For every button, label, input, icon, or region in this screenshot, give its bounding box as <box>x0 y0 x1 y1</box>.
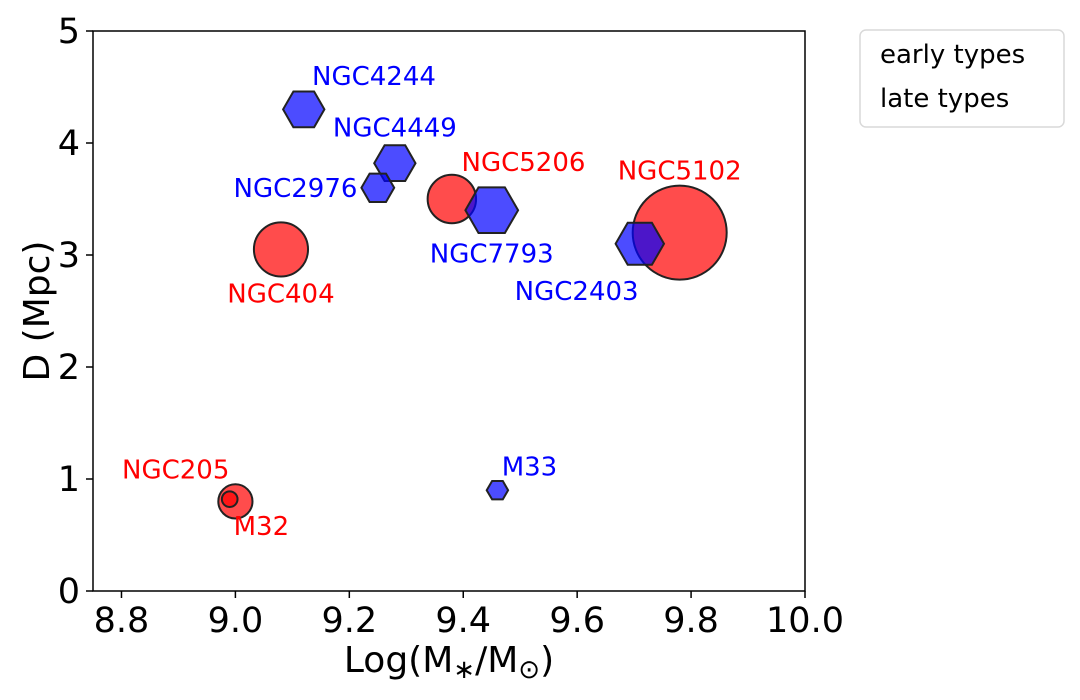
y-tick-label: 2 <box>58 348 80 388</box>
point-label-ngc205: NGC205 <box>122 455 229 485</box>
markers-layer <box>217 90 728 520</box>
data-point-m33 <box>485 480 510 501</box>
data-point-ngc2403 <box>614 221 666 266</box>
legend-box <box>859 29 1065 128</box>
y-axis-label: D (Mpc) <box>17 241 58 382</box>
x-tick-label: 9.2 <box>321 601 377 641</box>
x-tick-label: 9.0 <box>208 601 264 641</box>
data-point-ngc7793 <box>464 186 520 234</box>
point-label-m33: M33 <box>502 453 558 483</box>
data-point-ngc404 <box>252 221 310 278</box>
point-label-ngc2976: NGC2976 <box>234 174 358 204</box>
data-point-m32 <box>220 490 239 508</box>
point-label-ngc5206: NGC5206 <box>462 148 586 178</box>
y-tick-label: 4 <box>58 124 80 164</box>
x-tick-label: 9.8 <box>663 601 719 641</box>
point-label-ngc2403: NGC2403 <box>515 277 639 307</box>
point-label-ngc7793: NGC7793 <box>430 240 554 270</box>
x-tick-label: 8.8 <box>94 601 150 641</box>
point-label-ngc4244: NGC4244 <box>312 62 436 92</box>
data-point-ngc2976 <box>360 172 396 203</box>
legend-entry-early: early types <box>880 40 1025 70</box>
legend-entry-late: late types <box>880 84 1009 114</box>
y-tick-label: 0 <box>58 572 80 612</box>
legend: early types late types <box>859 29 1065 128</box>
x-axis-label: Log(M∗/M⊙) <box>344 640 554 685</box>
data-point-ngc4449 <box>373 144 417 182</box>
plot-frame <box>92 30 806 592</box>
y-tick-label: 5 <box>58 12 80 52</box>
y-axis: 0 1 2 3 4 5 <box>58 12 93 612</box>
data-point-ngc4244 <box>281 90 326 129</box>
point-labels-layer: NGC4244 NGC4449 NGC2976 NGC5206 NGC5102 NGC77… <box>122 62 742 542</box>
y-tick-label: 1 <box>58 460 80 500</box>
x-tick-label: 9.6 <box>549 601 605 641</box>
point-label-m32: M32 <box>234 512 290 542</box>
x-tick-label: 10.0 <box>766 601 844 641</box>
point-label-ngc5102: NGC5102 <box>618 157 742 187</box>
x-axis: 8.8 9.0 9.2 9.4 9.6 9.8 10.0 <box>94 591 844 641</box>
x-tick-label: 9.4 <box>435 601 491 641</box>
point-label-ngc404: NGC404 <box>227 279 334 309</box>
plot-area <box>93 31 805 591</box>
y-tick-label: 3 <box>58 236 80 276</box>
point-label-ngc4449: NGC4449 <box>333 114 457 144</box>
